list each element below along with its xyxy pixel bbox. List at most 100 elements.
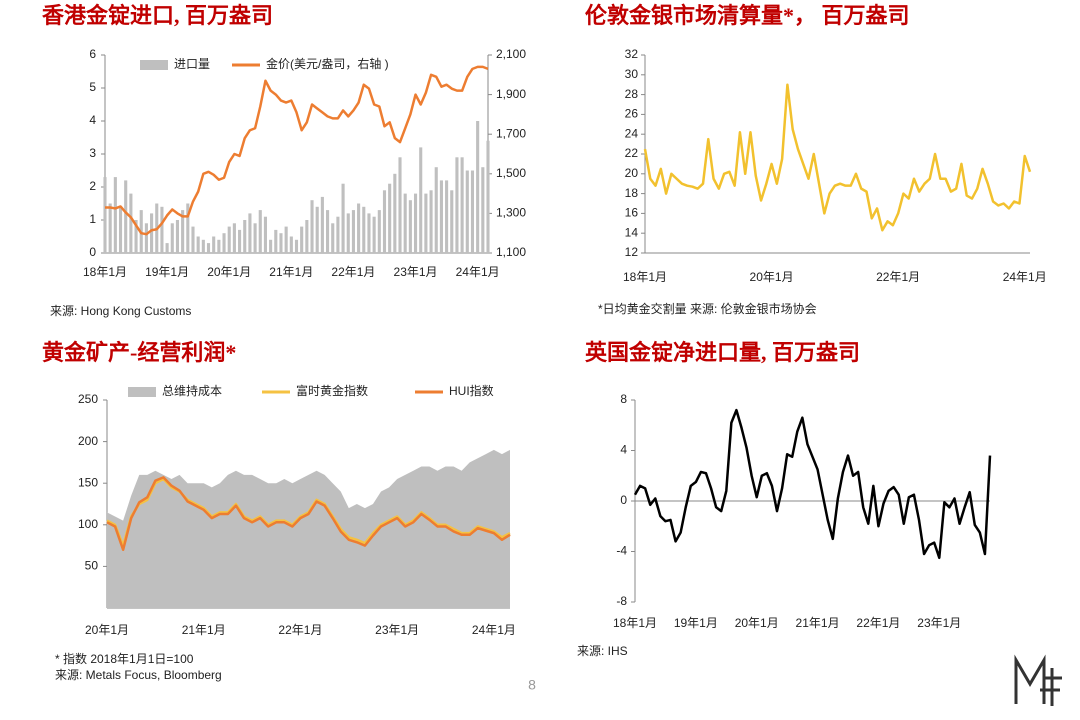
legend-label: HUI指数	[449, 383, 494, 398]
bar	[165, 243, 169, 253]
x-tick-label: 24年1月	[1003, 270, 1047, 284]
legend-swatch	[128, 387, 156, 397]
y-tick-label: 3	[89, 146, 96, 160]
bar	[310, 200, 314, 253]
bar	[326, 210, 330, 253]
y-tick-label: 4	[89, 113, 96, 127]
page-number: 8	[528, 677, 536, 693]
bar	[465, 170, 469, 253]
bar	[362, 206, 366, 253]
bar	[388, 183, 392, 253]
y-tick-label: 0	[89, 245, 96, 259]
x-tick-label: 20年1月	[207, 265, 251, 279]
x-tick-label: 20年1月	[735, 616, 779, 630]
y2-tick-label: 1,700	[496, 126, 526, 140]
bar	[377, 210, 381, 253]
bar	[196, 236, 200, 253]
y-tick-label: 18	[625, 186, 639, 200]
y-tick-label: 0	[620, 493, 627, 507]
y-tick-label: 200	[78, 434, 98, 448]
y-tick-label: 30	[625, 67, 639, 81]
line	[106, 476, 511, 552]
bar	[232, 223, 236, 253]
x-tick-label: 23年1月	[375, 623, 419, 637]
bar	[113, 177, 117, 253]
y-tick-label: 100	[78, 517, 98, 531]
bar	[336, 216, 340, 253]
bar	[212, 236, 216, 253]
y-tick-label: 20	[625, 166, 639, 180]
bar	[150, 213, 154, 253]
bar	[206, 243, 211, 253]
y-tick-label: 12	[625, 245, 639, 259]
bar	[315, 206, 319, 253]
bar	[367, 213, 371, 253]
bar	[341, 183, 345, 253]
bar	[413, 193, 418, 253]
y-tick-label: 24	[625, 126, 639, 140]
bar	[455, 157, 459, 253]
x-tick-label: 23年1月	[394, 265, 438, 279]
bar	[222, 233, 226, 253]
source-note: 来源: IHS	[577, 644, 628, 658]
bar	[170, 223, 174, 253]
y-tick-label: -8	[616, 594, 627, 608]
bar	[289, 236, 293, 253]
line	[643, 83, 1032, 232]
bar	[429, 190, 433, 253]
y-tick-label: 22	[625, 146, 639, 160]
legend-swatch	[140, 60, 168, 70]
x-tick-label: 20年1月	[85, 623, 129, 637]
x-tick-label: 22年1月	[278, 623, 322, 637]
y-tick-label: 6	[89, 47, 96, 61]
bar	[186, 203, 190, 253]
bar	[408, 200, 412, 253]
legend-label: 富时黄金指数	[296, 383, 368, 398]
y2-tick-label: 1,300	[496, 206, 526, 220]
bar	[160, 206, 164, 253]
bar	[134, 220, 138, 253]
line	[105, 65, 489, 236]
bar	[372, 216, 376, 253]
bar	[284, 226, 288, 253]
y2-tick-label: 1,500	[496, 166, 526, 180]
y-tick-label: 150	[78, 475, 98, 489]
bar	[346, 213, 350, 253]
area	[107, 449, 510, 608]
x-tick-label: 24年1月	[456, 265, 500, 279]
bar	[191, 226, 195, 253]
bar	[144, 223, 148, 253]
x-tick-label: 21年1月	[796, 616, 840, 630]
y-tick-label: 8	[620, 392, 627, 406]
bar	[217, 239, 221, 253]
x-tick-label: 19年1月	[674, 616, 718, 630]
legend-label: 总维持成本	[162, 383, 222, 398]
chart-title: 伦敦金银市场清算量*， 百万盎司	[585, 3, 910, 28]
logo	[1014, 654, 1062, 706]
legend-label: 进口量	[174, 57, 210, 71]
x-tick-label: 21年1月	[269, 265, 313, 279]
x-tick-label: 23年1月	[917, 616, 961, 630]
bar	[108, 203, 112, 253]
bar	[175, 220, 180, 253]
source-note: 来源: Hong Kong Customs	[50, 304, 191, 318]
bar	[486, 140, 490, 253]
bar	[419, 147, 423, 253]
bar	[263, 216, 267, 253]
bar	[481, 167, 485, 253]
y-tick-label: -4	[616, 544, 627, 558]
bar	[305, 220, 309, 253]
bar	[294, 239, 299, 253]
y2-tick-label: 1,100	[496, 245, 526, 259]
bar	[258, 210, 262, 253]
y-tick-label: 28	[625, 87, 639, 101]
bar	[243, 220, 247, 253]
x-tick-label: 22年1月	[856, 616, 900, 630]
y-tick-label: 5	[89, 80, 96, 94]
bar	[118, 206, 123, 253]
bar	[434, 167, 438, 253]
bar	[351, 210, 355, 253]
y-tick-label: 16	[625, 206, 639, 220]
bar	[445, 180, 449, 253]
